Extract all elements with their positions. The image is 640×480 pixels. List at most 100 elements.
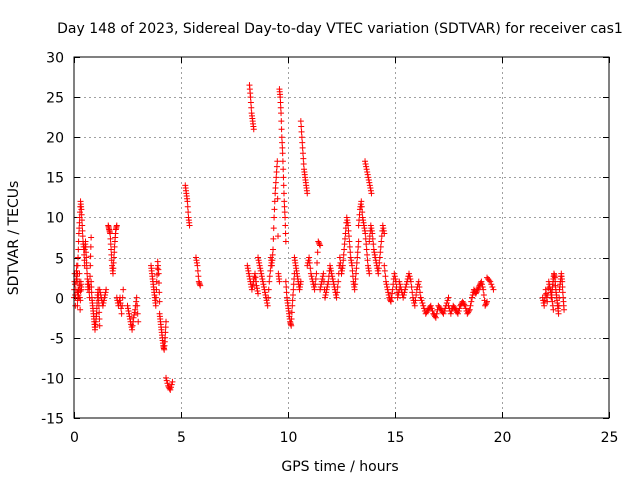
data-point	[126, 310, 133, 317]
data-point	[100, 300, 107, 307]
data-point	[131, 309, 138, 316]
data-point	[282, 238, 289, 245]
data-point	[254, 287, 261, 294]
x-axis-label: GPS time / hours	[281, 459, 398, 475]
y-tick-label: 25	[46, 91, 64, 107]
data-point	[377, 243, 384, 250]
data-point	[274, 195, 281, 202]
data-point	[390, 281, 397, 288]
data-point	[447, 310, 454, 317]
data-point	[484, 298, 491, 305]
data-point	[489, 283, 496, 290]
data-point	[408, 283, 415, 290]
data-point	[288, 322, 295, 329]
data-point	[416, 283, 423, 290]
data-point	[194, 267, 201, 274]
data-point	[249, 281, 256, 288]
data-point	[382, 273, 389, 280]
data-point	[297, 118, 304, 125]
data-point	[353, 265, 360, 272]
data-point	[412, 297, 419, 304]
data-point	[103, 286, 110, 293]
data-point	[264, 300, 271, 307]
data-point	[88, 289, 95, 296]
data-point	[341, 241, 348, 248]
data-point	[367, 187, 374, 194]
data-point	[298, 134, 305, 141]
grid-lines	[74, 57, 609, 418]
data-point	[363, 246, 370, 253]
data-point	[322, 291, 329, 298]
data-point	[376, 254, 383, 261]
data-point	[376, 259, 383, 266]
data-point	[315, 239, 322, 246]
data-point	[400, 291, 407, 298]
data-point	[268, 262, 275, 269]
data-point	[165, 382, 172, 389]
data-point	[289, 297, 296, 304]
data-point	[355, 238, 362, 245]
data-point	[468, 298, 475, 305]
data-point	[473, 289, 480, 296]
data-point	[102, 291, 109, 298]
y-tick-label: 20	[46, 131, 64, 147]
data-point	[307, 270, 314, 277]
data-point	[96, 316, 103, 323]
data-point	[307, 265, 314, 272]
data-point	[280, 166, 287, 173]
data-point	[320, 270, 327, 277]
data-point	[77, 287, 84, 294]
data-point	[133, 298, 140, 305]
data-point	[129, 326, 136, 333]
data-point	[283, 289, 290, 296]
data-point	[355, 243, 362, 250]
data-point	[378, 238, 385, 245]
data-point	[346, 238, 353, 245]
data-point	[316, 241, 323, 248]
data-point	[152, 302, 159, 309]
data-point	[279, 144, 286, 151]
data-point	[482, 302, 489, 309]
data-point	[154, 265, 161, 272]
data-point	[429, 308, 436, 315]
data-point	[120, 286, 127, 293]
data-point	[328, 270, 335, 277]
data-point	[387, 298, 394, 305]
data-point	[280, 174, 287, 181]
data-point	[96, 286, 103, 293]
data-point	[288, 316, 295, 323]
data-point	[277, 104, 284, 111]
data-point	[440, 310, 447, 317]
data-point	[110, 265, 117, 272]
data-point	[401, 289, 408, 296]
data-point	[461, 302, 468, 309]
data-point	[167, 386, 174, 393]
data-point	[342, 235, 349, 242]
data-point	[272, 185, 279, 192]
data-point	[300, 160, 307, 167]
data-point	[326, 262, 333, 269]
data-point	[428, 305, 435, 312]
data-point	[483, 300, 490, 307]
data-point	[248, 104, 255, 111]
data-point	[318, 281, 325, 288]
data-point	[93, 310, 100, 317]
data-point	[87, 253, 94, 260]
data-point	[362, 235, 369, 242]
data-point	[274, 158, 281, 165]
data-point	[258, 270, 265, 277]
data-point	[472, 290, 479, 297]
data-point	[280, 190, 287, 197]
data-point	[315, 238, 322, 245]
data-point	[78, 286, 85, 293]
data-point	[78, 206, 85, 213]
data-point	[281, 198, 288, 205]
data-point	[544, 298, 551, 305]
data-point	[456, 305, 463, 312]
x-tick-label: 10	[280, 430, 298, 446]
data-point	[163, 374, 170, 381]
data-point	[262, 291, 269, 298]
data-point	[155, 279, 162, 286]
data-point	[330, 281, 337, 288]
data-point	[362, 230, 369, 237]
